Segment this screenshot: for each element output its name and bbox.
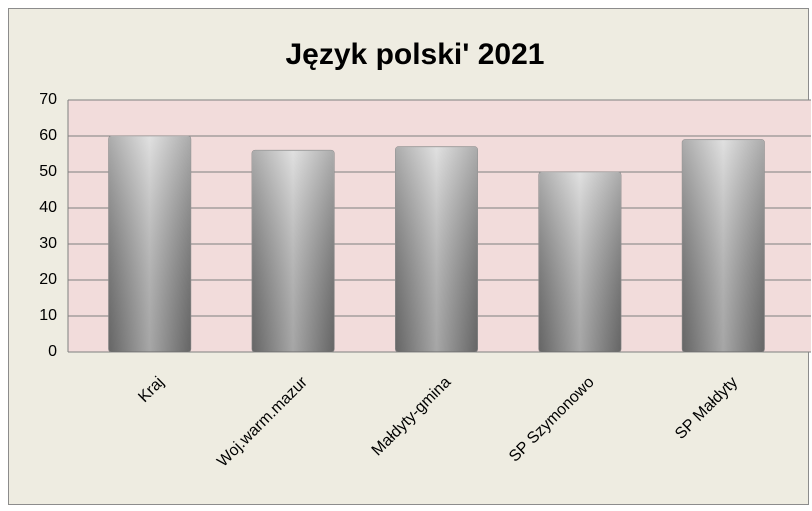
y-tick-label: 30 [39, 235, 57, 252]
y-tick-label: 50 [39, 163, 57, 180]
y-tick-label: 10 [39, 307, 57, 324]
bar-shade [108, 136, 191, 352]
y-tick-label: 70 [39, 91, 57, 108]
y-tick-label: 20 [39, 271, 57, 288]
bar-shade [538, 172, 621, 352]
y-tick-label: 0 [48, 343, 57, 360]
y-tick-label: 60 [39, 127, 57, 144]
chart-title: Język polski' 2021 [286, 38, 545, 71]
bar-shade [395, 146, 478, 352]
y-tick-label: 40 [39, 199, 57, 216]
bar-shade [252, 150, 335, 352]
bar-shade [682, 139, 765, 352]
